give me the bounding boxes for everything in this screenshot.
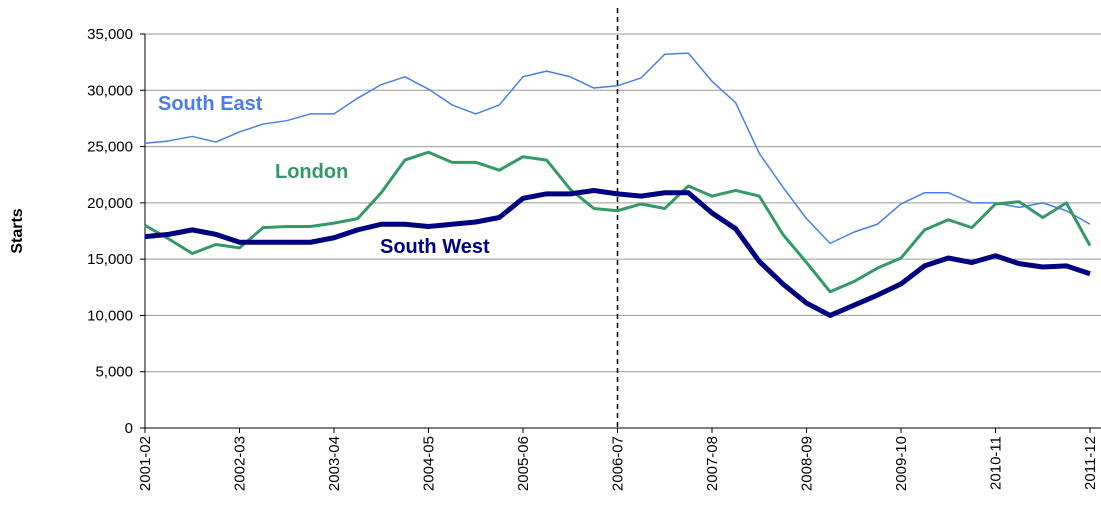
series-line [144, 187, 1091, 318]
x-tick-label: 2004-05 [421, 436, 438, 491]
series-label: South East [158, 93, 263, 115]
series-label: South West [380, 236, 490, 258]
x-tick-label: 2003-04 [326, 436, 343, 491]
series-label: London [275, 161, 348, 183]
y-tick-label: 20,000 [87, 195, 133, 212]
y-tick-label: 0 [125, 420, 133, 437]
series-line [144, 52, 1091, 245]
x-tick-label: 2006-07 [610, 436, 627, 491]
y-tick-label: 15,000 [87, 251, 133, 268]
y-tick-label: 25,000 [87, 139, 133, 156]
y-tick-label: 35,000 [87, 26, 133, 43]
x-tick-label: 2002-03 [232, 436, 249, 491]
x-tick-label: 2008-09 [799, 436, 816, 491]
x-tick-label: 2007-08 [704, 436, 721, 491]
y-tick-label: 5,000 [95, 364, 133, 381]
x-tick-label: 2009-10 [893, 436, 910, 491]
y-tick-label: 10,000 [87, 307, 133, 324]
x-tick-label: 2005-06 [515, 436, 532, 491]
x-tick-label: 2010-11 [988, 436, 1005, 490]
x-tick-label: 2001-02 [137, 436, 154, 491]
series-line [144, 150, 1092, 294]
y-tick-label: 30,000 [87, 82, 133, 99]
y-axis-label: Starts [9, 208, 26, 253]
x-tick-label: 2011-12 [1082, 436, 1099, 490]
